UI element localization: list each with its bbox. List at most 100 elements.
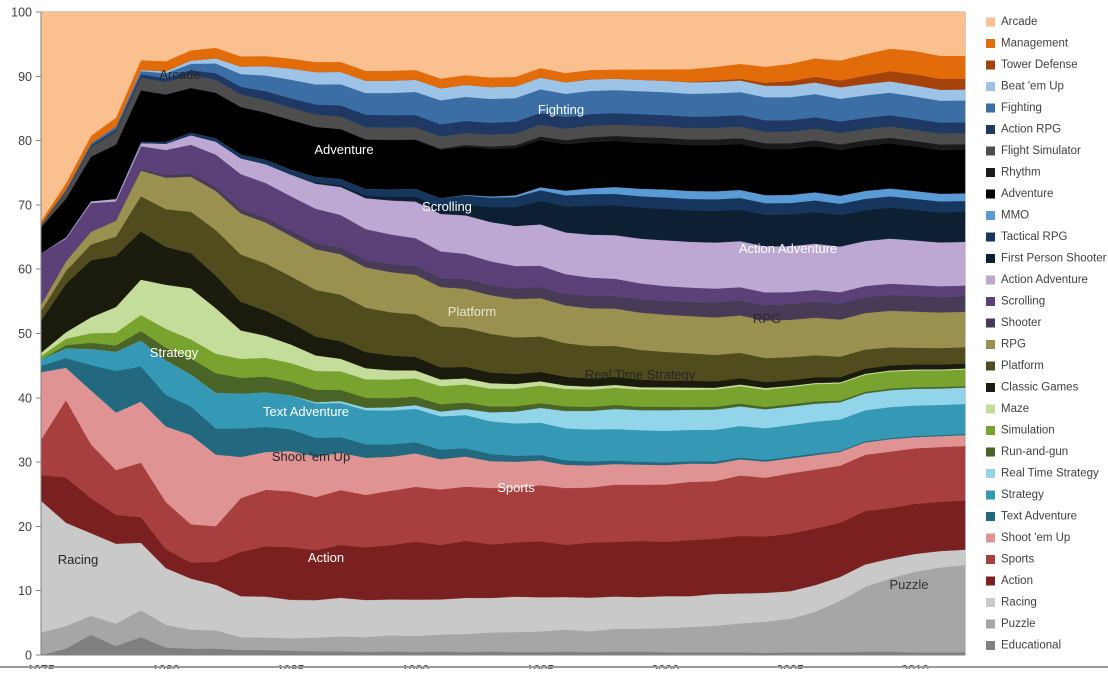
legend-label: Arcade: [1001, 16, 1037, 28]
legend-label: Action Adventure: [1001, 274, 1088, 286]
legend-item-action-adventure[interactable]: Action Adventure: [986, 274, 1088, 286]
legend-swatch: [986, 211, 995, 220]
legend-item-action-rpg[interactable]: Action RPG: [986, 124, 1061, 136]
inline-label-strategy: Strategy: [150, 345, 199, 360]
legend-item-first-person-shooter[interactable]: First Person Shooter: [986, 253, 1107, 265]
legend-label: Scrolling: [1001, 296, 1045, 308]
legend-label: Beat 'em Up: [1001, 81, 1064, 93]
legend-label: Maze: [1001, 403, 1029, 415]
legend-label: Adventure: [1001, 188, 1053, 200]
series-areas: [40, 11, 966, 656]
legend-swatch: [986, 512, 995, 521]
legend-item-puzzle[interactable]: Puzzle: [986, 618, 1036, 630]
legend-item-run-and-gun[interactable]: Run-and-gun: [986, 446, 1068, 458]
legend-label: Management: [1001, 38, 1069, 50]
inline-label-action: Action: [308, 550, 344, 565]
legend-label: Shoot 'em Up: [1001, 532, 1070, 544]
legend-label: Text Adventure: [1001, 511, 1077, 523]
legend-item-arcade[interactable]: Arcade: [986, 16, 1037, 28]
legend-item-scrolling[interactable]: Scrolling: [986, 296, 1045, 308]
legend-item-sports[interactable]: Sports: [986, 554, 1034, 566]
inline-label-platform: Platform: [448, 304, 496, 319]
legend-item-racing[interactable]: Racing: [986, 597, 1037, 609]
legend-label: Puzzle: [1001, 618, 1036, 630]
legend-label: Real Time Strategy: [1001, 468, 1099, 480]
legend-label: Simulation: [1001, 425, 1055, 437]
legend-item-adventure[interactable]: Adventure: [986, 188, 1053, 200]
legend-item-fighting[interactable]: Fighting: [986, 102, 1042, 114]
legend-label: Sports: [1001, 554, 1034, 566]
legend-item-tower-defense[interactable]: Tower Defense: [986, 59, 1078, 71]
legend-swatch: [986, 361, 995, 371]
y-tick-label-100: 100: [11, 6, 32, 20]
legend-item-action[interactable]: Action: [986, 575, 1033, 587]
legend-label: RPG: [1001, 339, 1026, 351]
chart-legend[interactable]: Arcade Management Tower Defense Beat 'em Up…: [986, 16, 1107, 652]
y-tick-label-20: 20: [18, 520, 32, 534]
legend-swatch: [986, 189, 995, 199]
legend-item-tactical-rpg[interactable]: Tactical RPG: [986, 231, 1068, 243]
legend-swatch: [986, 297, 995, 306]
legend-swatch: [986, 340, 995, 349]
legend-label: Rhythm: [1001, 167, 1041, 179]
y-tick-label-80: 80: [18, 134, 32, 148]
legend-item-shooter[interactable]: Shooter: [986, 317, 1041, 329]
legend-item-management[interactable]: Management: [986, 38, 1069, 50]
inline-label-real-time-strategy: Real Time Strategy: [585, 367, 696, 382]
legend-label: Educational: [1001, 640, 1061, 652]
legend-item-shoot-em-up[interactable]: Shoot 'em Up: [986, 532, 1070, 544]
legend-item-maze[interactable]: Maze: [986, 403, 1029, 415]
legend-item-mmo[interactable]: MMO: [986, 210, 1029, 222]
legend-label: MMO: [1001, 210, 1029, 222]
legend-swatch: [986, 619, 995, 629]
legend-item-flight-simulator[interactable]: Flight Simulator: [986, 145, 1081, 157]
legend-item-rhythm[interactable]: Rhythm: [986, 167, 1041, 179]
inline-label-shoot-em-up: Shoot 'em Up: [272, 449, 350, 464]
y-tick-label-50: 50: [18, 327, 32, 341]
inline-label-fighting: Fighting: [538, 102, 584, 117]
y-tick-label-30: 30: [18, 456, 32, 470]
legend-swatch: [986, 232, 995, 242]
inline-label-rpg: RPG: [753, 311, 781, 326]
legend-item-strategy[interactable]: Strategy: [986, 489, 1044, 501]
legend-swatch: [986, 168, 995, 177]
area-series-arcade: [40, 11, 966, 222]
legend-swatch: [986, 469, 995, 478]
legend-swatch: [986, 254, 995, 263]
legend-label: Action RPG: [1001, 124, 1061, 136]
y-tick-label-0: 0: [25, 649, 32, 663]
y-axis-tick-labels: 0 10 20 30 40 50 60 70 80 90 100: [11, 6, 41, 663]
legend-swatch: [986, 60, 995, 70]
legend-label: Run-and-gun: [1001, 446, 1068, 458]
inline-label-adventure: Adventure: [314, 142, 373, 157]
legend-label: Flight Simulator: [1001, 145, 1081, 157]
legend-swatch: [986, 82, 995, 91]
legend-label: First Person Shooter: [1001, 253, 1107, 265]
legend-swatch: [986, 404, 995, 414]
legend-label: Classic Games: [1001, 382, 1079, 394]
legend-swatch: [986, 576, 995, 586]
legend-swatch: [986, 555, 995, 564]
y-tick-label-40: 40: [18, 391, 32, 405]
legend-item-real-time-strategy[interactable]: Real Time Strategy: [986, 468, 1099, 480]
legend-label: Racing: [1001, 597, 1037, 609]
inline-label-text-adventure: Text Adventure: [263, 404, 349, 419]
legend-swatch: [986, 426, 995, 435]
legend-item-educational[interactable]: Educational: [986, 640, 1061, 652]
legend-swatch: [986, 598, 995, 607]
legend-item-platform[interactable]: Platform: [986, 360, 1044, 372]
legend-label: Fighting: [1001, 102, 1042, 114]
legend-item-simulation[interactable]: Simulation: [986, 425, 1055, 437]
legend-item-rpg[interactable]: RPG: [986, 339, 1026, 351]
inline-label-racing: Racing: [58, 552, 98, 567]
legend-item-classic-games[interactable]: Classic Games: [986, 382, 1079, 394]
legend-item-text-adventure[interactable]: Text Adventure: [986, 511, 1077, 523]
legend-swatch: [986, 39, 995, 48]
legend-swatch: [986, 146, 995, 156]
inline-label-scrolling: Scrolling: [422, 199, 472, 214]
legend-label: Action: [1001, 575, 1033, 587]
inline-label-puzzle: Puzzle: [889, 577, 928, 592]
legend-item-beat-em-up[interactable]: Beat 'em Up: [986, 81, 1064, 93]
